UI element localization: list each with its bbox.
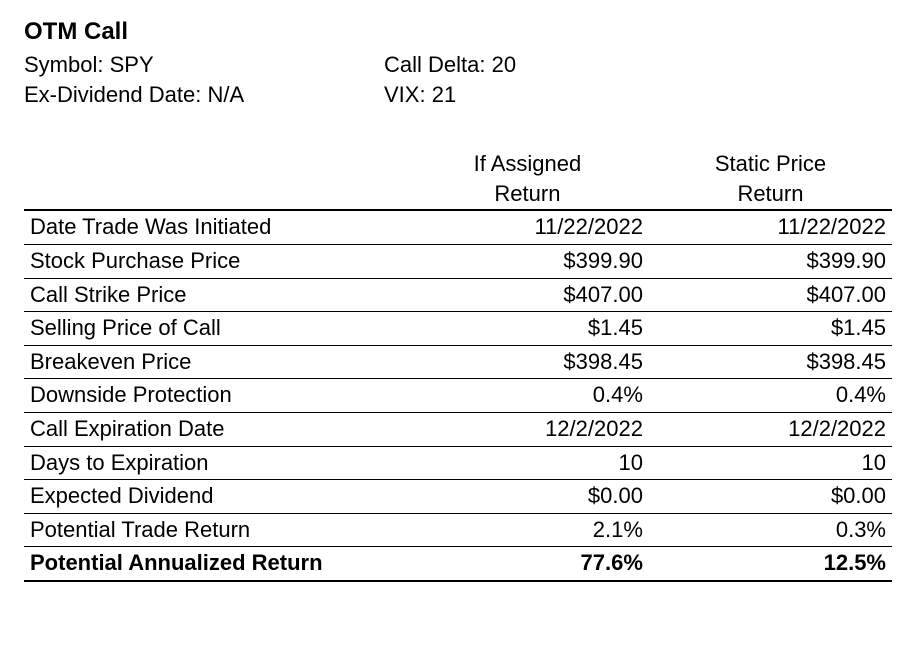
row-label: Breakeven Price bbox=[24, 345, 406, 379]
row-label: Days to Expiration bbox=[24, 446, 406, 480]
row-static: $407.00 bbox=[649, 278, 892, 312]
page-title: OTM Call bbox=[24, 18, 892, 46]
table-row: Call Expiration Date 12/2/2022 12/2/2022 bbox=[24, 412, 892, 446]
meta-vix: VIX: 21 bbox=[384, 80, 892, 110]
meta-ex-div-value: N/A bbox=[207, 82, 244, 107]
table-row: Selling Price of Call $1.45 $1.45 bbox=[24, 312, 892, 346]
table-row: Potential Trade Return 2.1% 0.3% bbox=[24, 513, 892, 547]
row-label: Call Expiration Date bbox=[24, 412, 406, 446]
table-row: Expected Dividend $0.00 $0.00 bbox=[24, 480, 892, 514]
meta-vix-label: VIX: bbox=[384, 82, 426, 107]
row-static: 12.5% bbox=[649, 547, 892, 581]
row-label: Expected Dividend bbox=[24, 480, 406, 514]
col-header-static-l1: Static Price bbox=[649, 149, 892, 179]
meta-symbol: Symbol: SPY bbox=[24, 50, 384, 80]
row-static: $0.00 bbox=[649, 480, 892, 514]
meta-symbol-label: Symbol: bbox=[24, 52, 103, 77]
meta-col-right: Call Delta: 20 VIX: 21 bbox=[384, 50, 892, 109]
row-label: Call Strike Price bbox=[24, 278, 406, 312]
col-header-static-l2: Return bbox=[649, 179, 892, 210]
row-assigned: 11/22/2022 bbox=[406, 210, 649, 244]
row-static: 0.3% bbox=[649, 513, 892, 547]
row-assigned: $0.00 bbox=[406, 480, 649, 514]
col-header-assigned-l1: If Assigned bbox=[406, 149, 649, 179]
meta-vix-value: 21 bbox=[432, 82, 456, 107]
table-row: Breakeven Price $398.45 $398.45 bbox=[24, 345, 892, 379]
row-static: $399.90 bbox=[649, 244, 892, 278]
row-label: Date Trade Was Initiated bbox=[24, 210, 406, 244]
table-row: Call Strike Price $407.00 $407.00 bbox=[24, 278, 892, 312]
row-static: 0.4% bbox=[649, 379, 892, 413]
meta-ex-div-label: Ex-Dividend Date: bbox=[24, 82, 201, 107]
table-header: If Assigned Static Price Return Return bbox=[24, 149, 892, 210]
row-assigned: 12/2/2022 bbox=[406, 412, 649, 446]
row-label: Potential Trade Return bbox=[24, 513, 406, 547]
row-label: Potential Annualized Return bbox=[24, 547, 406, 581]
row-static: 11/22/2022 bbox=[649, 210, 892, 244]
row-static: $398.45 bbox=[649, 345, 892, 379]
row-assigned: $407.00 bbox=[406, 278, 649, 312]
meta-symbol-value: SPY bbox=[110, 52, 154, 77]
table-row: Downside Protection 0.4% 0.4% bbox=[24, 379, 892, 413]
row-label: Stock Purchase Price bbox=[24, 244, 406, 278]
meta-block: Symbol: SPY Ex-Dividend Date: N/A Call D… bbox=[24, 50, 892, 109]
row-label: Selling Price of Call bbox=[24, 312, 406, 346]
row-assigned: $398.45 bbox=[406, 345, 649, 379]
returns-table: If Assigned Static Price Return Return D… bbox=[24, 149, 892, 582]
row-assigned: 10 bbox=[406, 446, 649, 480]
row-static: $1.45 bbox=[649, 312, 892, 346]
meta-call-delta: Call Delta: 20 bbox=[384, 50, 892, 80]
table-row: Days to Expiration 10 10 bbox=[24, 446, 892, 480]
meta-col-left: Symbol: SPY Ex-Dividend Date: N/A bbox=[24, 50, 384, 109]
table-row-summary: Potential Annualized Return 77.6% 12.5% bbox=[24, 547, 892, 581]
meta-ex-div: Ex-Dividend Date: N/A bbox=[24, 80, 384, 110]
row-assigned: 2.1% bbox=[406, 513, 649, 547]
table-body: Date Trade Was Initiated 11/22/2022 11/2… bbox=[24, 210, 892, 581]
col-header-assigned-l2: Return bbox=[406, 179, 649, 210]
row-static: 10 bbox=[649, 446, 892, 480]
row-assigned: $1.45 bbox=[406, 312, 649, 346]
col-header-empty bbox=[24, 149, 406, 179]
table-row: Stock Purchase Price $399.90 $399.90 bbox=[24, 244, 892, 278]
col-header-empty2 bbox=[24, 179, 406, 210]
meta-call-delta-value: 20 bbox=[492, 52, 516, 77]
table-row: Date Trade Was Initiated 11/22/2022 11/2… bbox=[24, 210, 892, 244]
row-label: Downside Protection bbox=[24, 379, 406, 413]
row-assigned: 77.6% bbox=[406, 547, 649, 581]
row-assigned: $399.90 bbox=[406, 244, 649, 278]
row-static: 12/2/2022 bbox=[649, 412, 892, 446]
meta-call-delta-label: Call Delta: bbox=[384, 52, 485, 77]
row-assigned: 0.4% bbox=[406, 379, 649, 413]
